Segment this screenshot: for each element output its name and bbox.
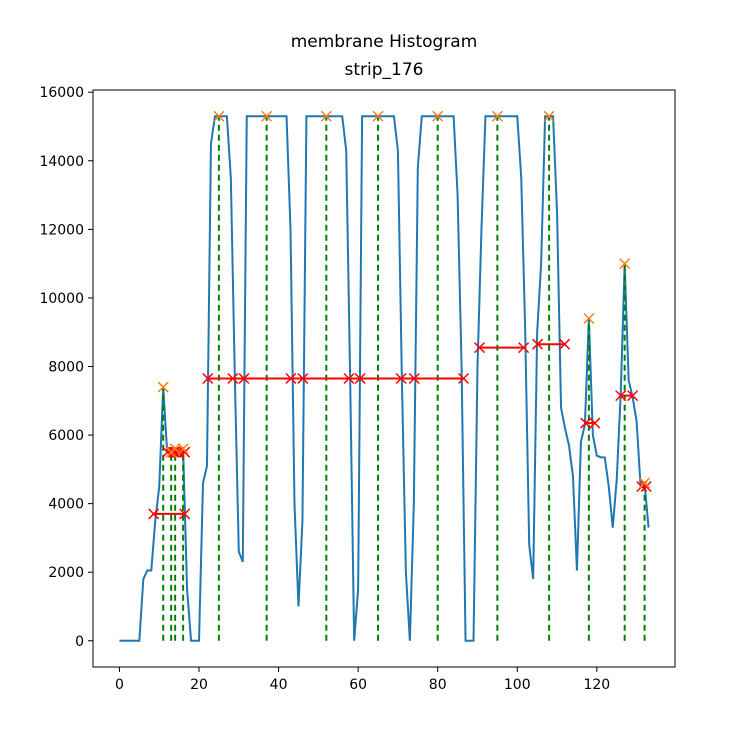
width-marker	[202, 372, 214, 385]
width-marker	[148, 508, 160, 520]
x-tick-label: 0	[115, 677, 124, 693]
peak-marker	[372, 110, 384, 122]
peak-marker	[583, 312, 595, 325]
width-marker	[473, 342, 486, 354]
width-marker	[168, 446, 180, 458]
width-marker	[627, 390, 639, 402]
peak-marker	[639, 477, 651, 489]
peak-marker	[169, 443, 181, 455]
y-tick-label: 2000	[48, 565, 84, 581]
width-marker	[615, 390, 627, 402]
width-marker	[589, 417, 601, 429]
plot-frame	[92, 89, 676, 668]
y-tick-label: 16000	[39, 85, 84, 101]
x-tick-label: 120	[583, 677, 610, 693]
width-marker	[285, 372, 297, 385]
width-marker	[343, 372, 355, 385]
peak-marker	[213, 110, 225, 122]
peak-marker	[543, 110, 555, 122]
width-marker	[532, 338, 544, 350]
y-tick-label: 10000	[39, 291, 84, 307]
x-tick-label: 80	[429, 677, 447, 693]
chart-subtitle: strip_176	[345, 60, 424, 80]
x-tick-label: 40	[270, 677, 288, 693]
width-marker	[395, 372, 407, 385]
peak-marker	[320, 110, 332, 122]
width-marker	[227, 372, 239, 385]
width-marker	[580, 417, 592, 429]
y-tick-label: 14000	[39, 154, 84, 170]
y-tick-label: 0	[75, 634, 84, 650]
y-tick-label: 4000	[48, 497, 84, 513]
width-marker	[518, 342, 530, 354]
y-tick-label: 12000	[39, 222, 84, 238]
peak-marker	[261, 110, 273, 122]
width-marker	[640, 480, 652, 493]
width-marker	[458, 372, 470, 385]
y-tick-label: 6000	[48, 428, 84, 444]
peak-marker	[619, 258, 631, 270]
peak-marker	[177, 443, 189, 455]
width-marker	[559, 338, 571, 350]
peak-marker	[157, 381, 169, 393]
peak-marker	[491, 110, 503, 122]
y-tick-label: 8000	[48, 360, 84, 376]
x-tick-label: 60	[349, 677, 367, 693]
x-tick-label: 100	[504, 677, 531, 693]
peak-marker	[432, 110, 444, 122]
width-marker	[179, 446, 191, 458]
chart-title: membrane Histogram	[291, 32, 478, 52]
x-tick-label: 20	[190, 677, 208, 693]
data-line	[119, 115, 650, 642]
width-marker	[179, 508, 191, 520]
